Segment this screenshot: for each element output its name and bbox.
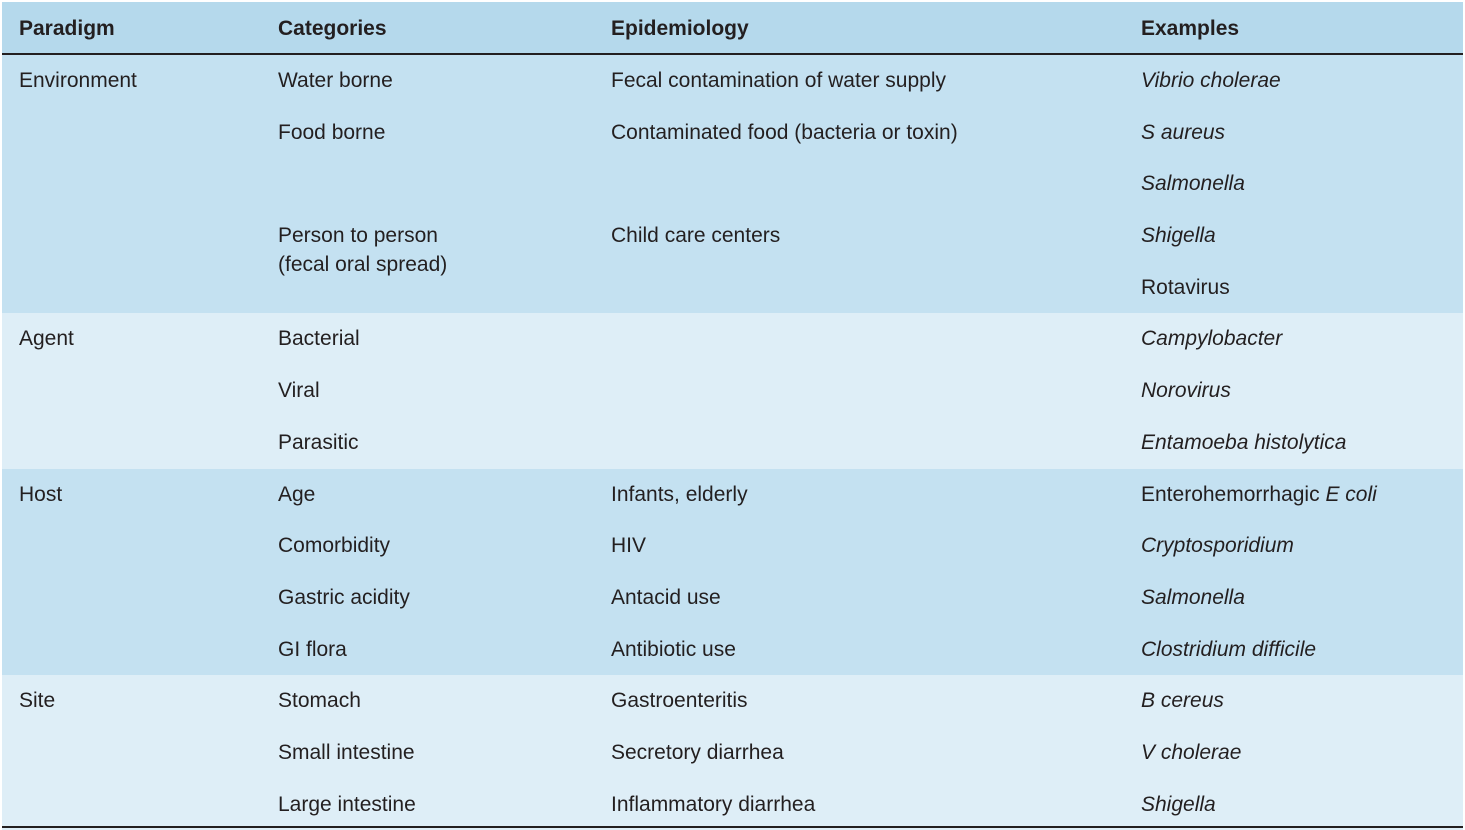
category-cell: GI flora bbox=[278, 637, 347, 661]
example-cell: Norovirus bbox=[1141, 379, 1231, 403]
table-row: Food borne Contaminated food (bacteria o… bbox=[2, 107, 1463, 159]
table-row: Host Age Infants, elderly Enterohemorrha… bbox=[2, 469, 1463, 521]
category-cell: Food borne bbox=[278, 120, 386, 144]
category-cell: Water borne bbox=[278, 69, 393, 92]
example-cell: Entamoeba histolytica bbox=[1141, 430, 1347, 454]
epidemiology-cell: Gastroenteritis bbox=[611, 689, 748, 713]
table-header: Paradigm Categories Epidemiology Example… bbox=[2, 2, 1463, 55]
example-cell: Clostridium difficile bbox=[1141, 637, 1317, 661]
table-row: Site Stomach Gastroenteritis B cereus bbox=[2, 675, 1463, 727]
paradigm-cell: Environment bbox=[19, 69, 137, 92]
table-row: Viral Norovirus bbox=[2, 365, 1463, 417]
group-environment: Environment Water borne Fecal contaminat… bbox=[2, 55, 1463, 314]
epidemiology-cell: HIV bbox=[611, 534, 647, 558]
category-cell: Parasitic bbox=[278, 430, 359, 454]
group-host: Host Age Infants, elderly Enterohemorrha… bbox=[2, 468, 1463, 676]
table-row: Small intestine Secretory diarrhea V cho… bbox=[2, 727, 1463, 779]
category-cell: Large intestine bbox=[278, 792, 416, 816]
table-row: Salmonella bbox=[2, 158, 1463, 210]
table-row: Parasitic Entamoeba histolytica bbox=[2, 417, 1463, 469]
paradigm-cell: Host bbox=[19, 482, 63, 506]
header-examples: Examples bbox=[1141, 17, 1240, 40]
example-cell: Salmonella bbox=[1141, 172, 1245, 196]
table-row: Environment Water borne Fecal contaminat… bbox=[2, 55, 1463, 107]
epidemiology-cell: Antacid use bbox=[611, 585, 721, 609]
category-cell: Bacterial bbox=[278, 327, 360, 351]
header-epidemiology: Epidemiology bbox=[611, 17, 749, 40]
epidemiology-cell: Secretory diarrhea bbox=[611, 740, 784, 764]
example-cell: B cereus bbox=[1141, 689, 1224, 713]
example-cell: Rotavirus bbox=[1141, 275, 1230, 299]
epidemiology-cell: Fecal contamination of water supply bbox=[611, 69, 947, 92]
table-row: Large intestine Inflammatory diarrhea Sh… bbox=[2, 779, 1463, 830]
header-categories: Categories bbox=[278, 17, 387, 40]
category-cell: Gastric acidity bbox=[278, 585, 410, 609]
example-prefix: Enterohemorrhagic bbox=[1141, 482, 1326, 506]
example-cell: Enterohemorrhagic E coli bbox=[1141, 480, 1377, 509]
category-cell: Person to person bbox=[278, 224, 438, 248]
paradigm-cell: Agent bbox=[19, 327, 74, 351]
table-row: Person to person (fecal oral spread) Chi… bbox=[2, 210, 1463, 276]
table-row: Comorbidity HIV Cryptosporidium bbox=[2, 520, 1463, 572]
example-cell: V cholerae bbox=[1141, 740, 1242, 764]
paradigm-cell: Site bbox=[19, 689, 56, 713]
example-cell: Shigella bbox=[1141, 224, 1216, 248]
category-cell: Comorbidity bbox=[278, 534, 391, 558]
example-organism: E coli bbox=[1325, 482, 1377, 506]
table-row: Agent Bacterial Campylobacter bbox=[2, 313, 1463, 365]
header-paradigm: Paradigm bbox=[19, 17, 115, 40]
example-cell: Vibrio cholerae bbox=[1141, 69, 1281, 92]
group-agent: Agent Bacterial Campylobacter Viral Noro… bbox=[2, 313, 1463, 469]
epidemiology-cell: Contaminated food (bacteria or toxin) bbox=[611, 120, 958, 144]
category-cell: Stomach bbox=[278, 689, 361, 713]
table-row: Gastric acidity Antacid use Salmonella bbox=[2, 572, 1463, 624]
category-cell-line2: (fecal oral spread) bbox=[278, 253, 448, 277]
epidemiology-cell: Inflammatory diarrhea bbox=[611, 792, 816, 816]
example-cell: Shigella bbox=[1141, 792, 1216, 816]
example-cell: Salmonella bbox=[1141, 585, 1245, 609]
example-cell: Cryptosporidium bbox=[1141, 534, 1294, 558]
epidemiology-cell: Infants, elderly bbox=[611, 482, 748, 506]
epidemiology-cell: Antibiotic use bbox=[611, 637, 736, 661]
example-cell: Campylobacter bbox=[1141, 327, 1283, 351]
table-row: Rotavirus bbox=[2, 262, 1463, 314]
example-cell: S aureus bbox=[1141, 120, 1226, 144]
category-cell: Age bbox=[278, 482, 316, 506]
category-cell: Small intestine bbox=[278, 740, 415, 764]
category-cell: Viral bbox=[278, 379, 320, 403]
table-row: GI flora Antibiotic use Clostridium diff… bbox=[2, 624, 1463, 676]
epidemiology-cell: Child care centers bbox=[611, 224, 781, 248]
group-site: Site Stomach Gastroenteritis B cereus Sm… bbox=[2, 675, 1463, 830]
table-bottom-rule bbox=[2, 826, 1463, 828]
